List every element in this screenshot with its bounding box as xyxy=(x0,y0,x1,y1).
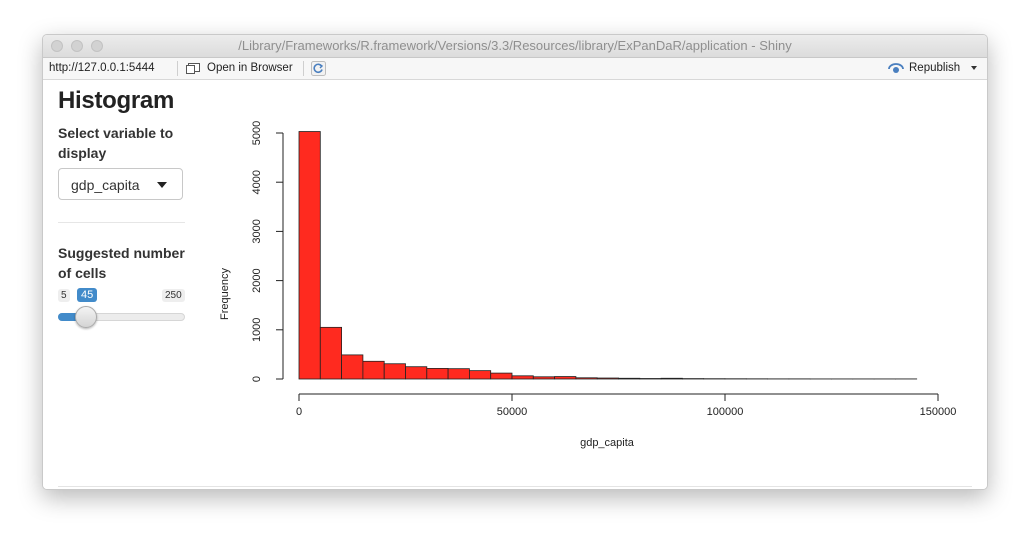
histogram-bar xyxy=(427,368,448,379)
caret-down-icon xyxy=(157,182,167,188)
histogram-bar xyxy=(469,371,490,379)
open-in-browser-icon[interactable] xyxy=(186,63,200,74)
open-in-browser-button[interactable]: Open in Browser xyxy=(207,62,293,74)
slider-value-label: 45 xyxy=(77,288,97,302)
y-axis-label: Frequency xyxy=(219,268,231,320)
slider-max-label: 250 xyxy=(162,289,185,302)
slider-min-label: 5 xyxy=(58,289,70,302)
x-tick-label: 150000 xyxy=(920,406,957,418)
x-tick-label: 0 xyxy=(296,406,302,418)
histogram-bar xyxy=(342,355,363,379)
variable-select-value: gdp_capita xyxy=(71,177,140,193)
histogram-bar xyxy=(384,364,405,379)
y-tick-label: 1000 xyxy=(251,318,263,342)
page-title: Histogram xyxy=(58,87,174,115)
histogram-bar xyxy=(299,132,320,379)
title-bar: /Library/Frameworks/R.framework/Versions… xyxy=(43,35,987,58)
x-tick-label: 100000 xyxy=(707,406,744,418)
chevron-down-icon[interactable] xyxy=(971,66,977,70)
histogram-bar xyxy=(320,327,341,379)
y-tick-label: 3000 xyxy=(251,219,263,243)
histogram-bar xyxy=(661,378,682,379)
histogram-bar xyxy=(512,376,533,379)
histogram-bar xyxy=(576,378,597,379)
histogram-bar xyxy=(555,377,576,379)
y-tick-label: 5000 xyxy=(251,121,263,145)
footer-divider xyxy=(58,486,972,487)
cells-slider-label: Suggested number of cells xyxy=(58,243,198,283)
histogram-bar xyxy=(448,369,469,379)
refresh-icon[interactable] xyxy=(311,61,326,76)
x-tick-label: 50000 xyxy=(497,406,528,418)
histogram-bar xyxy=(406,367,427,379)
toolbar-separator xyxy=(177,61,178,76)
app-window: /Library/Frameworks/R.framework/Versions… xyxy=(42,34,988,490)
y-tick-label: 2000 xyxy=(251,268,263,292)
y-tick-label: 0 xyxy=(251,376,263,382)
y-tick-label: 4000 xyxy=(251,170,263,194)
histogram-bar xyxy=(491,373,512,379)
cells-slider-handle[interactable] xyxy=(75,306,97,328)
republish-icon[interactable] xyxy=(888,62,904,75)
histogram-bar xyxy=(533,377,554,379)
window-title: /Library/Frameworks/R.framework/Versions… xyxy=(43,38,987,53)
shiny-app-content: Histogram Select variable to display gdp… xyxy=(43,80,987,489)
histogram-bar xyxy=(597,378,618,379)
republish-button[interactable]: Republish xyxy=(909,62,960,74)
variable-select-label: Select variable to display xyxy=(58,123,198,163)
variable-select[interactable]: gdp_capita xyxy=(58,168,183,200)
sidebar-divider xyxy=(58,222,185,223)
viewer-toolbar: http://127.0.0.1:5444 Open in Browser Re… xyxy=(43,58,987,80)
histogram-bar xyxy=(363,361,384,379)
x-axis-label: gdp_capita xyxy=(580,437,635,449)
histogram-bar xyxy=(619,378,640,379)
toolbar-separator xyxy=(303,61,304,76)
url-text: http://127.0.0.1:5444 xyxy=(49,62,155,74)
histogram-plot: 0 50000 100000 150000010002000300040005000 … xyxy=(213,118,973,458)
